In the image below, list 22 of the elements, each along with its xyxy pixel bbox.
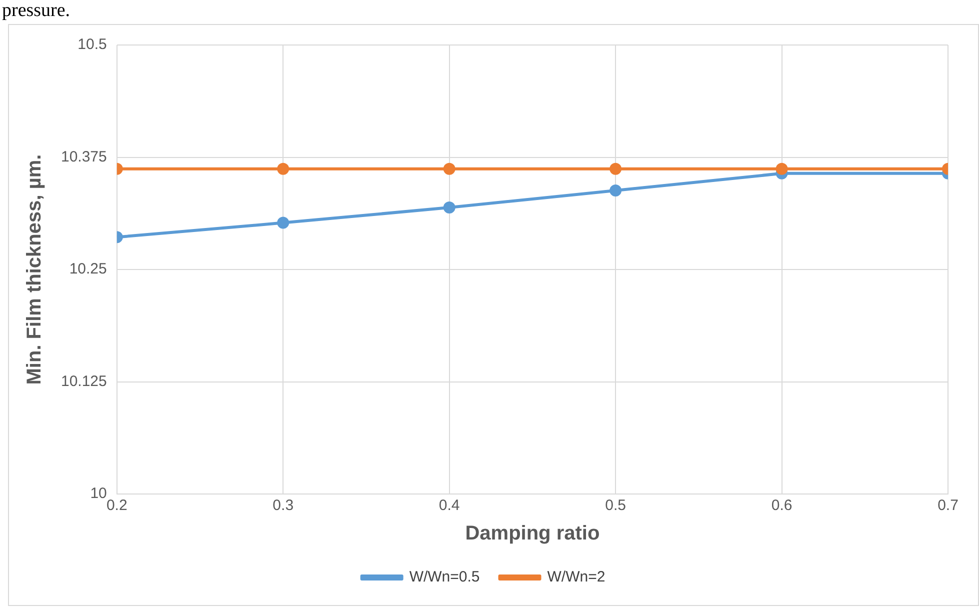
y-tick-label: 10.5 (78, 36, 107, 54)
point (443, 202, 456, 214)
x-tick-label: 0.3 (272, 497, 294, 514)
legend-label: W/Wn=0.5 (409, 568, 480, 586)
point (443, 162, 456, 175)
point (277, 216, 290, 229)
y-tick-label: 10.25 (69, 260, 107, 278)
y-tick-label: 10.125 (60, 372, 107, 390)
point (610, 184, 622, 196)
text: pressure. (1, 0, 72, 23)
x-tick-label: 0.7 (938, 497, 958, 514)
y-tick-label: 10.375 (60, 148, 107, 166)
y-axis-title: Min. Film thickness, µm. (24, 154, 46, 385)
x-axis-title: Damping ratio (465, 522, 600, 545)
x-tick-label: 0.4 (438, 497, 460, 514)
x-tick-label: 0.2 (106, 497, 128, 514)
x-tick-label: 0.5 (605, 497, 626, 514)
point (277, 162, 290, 175)
point (610, 162, 622, 175)
y-tick-label: 10 (90, 485, 107, 502)
legend-label: W/Wn=2 (547, 568, 606, 586)
x-tick-label: 0.6 (771, 497, 792, 514)
